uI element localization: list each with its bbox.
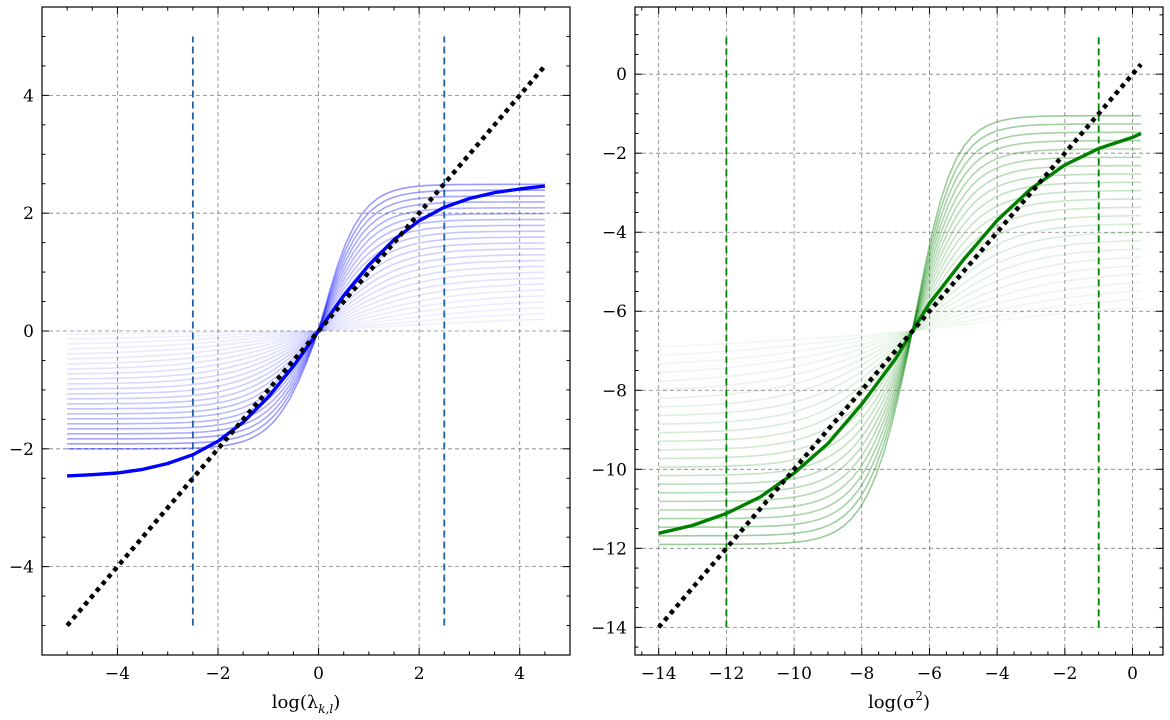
trajectory-band xyxy=(658,114,1142,546)
trajectory-line xyxy=(658,281,1142,374)
trajectory-line xyxy=(67,277,545,370)
trajectory-line xyxy=(67,259,545,385)
trajectory-line xyxy=(67,207,545,430)
x-axis-label: log(λk,l) xyxy=(272,692,341,716)
trajectory-line xyxy=(658,123,1141,537)
trajectory-line xyxy=(658,173,1141,486)
trajectory-line xyxy=(658,181,1141,477)
left-subplot: −4 −2 0 2 4 −4 −2 0 2 4 log(λk,l) xyxy=(9,6,571,716)
trajectory-line xyxy=(658,231,1142,425)
y-tick-label: 2 xyxy=(23,204,34,224)
trajectory-line xyxy=(658,223,1142,434)
x-tick-label: 2 xyxy=(414,664,425,684)
x-tick-label: 0 xyxy=(313,664,324,684)
trajectory-line xyxy=(67,195,545,440)
y-tick-label: −2 xyxy=(602,144,627,164)
trajectory-line xyxy=(658,156,1141,503)
trajectory-line xyxy=(658,248,1142,408)
x-tick-label: −8 xyxy=(849,664,874,684)
trajectory-line xyxy=(67,212,545,425)
y-tick-label: −6 xyxy=(602,302,627,322)
trajectory-line xyxy=(67,183,545,450)
y-tick-label: 4 xyxy=(23,86,34,106)
x-tick-label: −12 xyxy=(708,664,744,684)
right-subplot: −14 −12 −10 −8 −6 −4 −2 0 −14 −12 −10 −8 −6 −4 −2 0 log(… xyxy=(591,6,1164,713)
trajectory-line xyxy=(67,189,545,445)
trajectory-band xyxy=(67,183,545,450)
grid xyxy=(635,7,1163,655)
x-tick-label: −2 xyxy=(1052,664,1077,684)
x-tick-label: −6 xyxy=(917,664,942,684)
y-tick-label: 0 xyxy=(616,65,627,85)
y-tick-label: 0 xyxy=(23,322,34,342)
trajectory-line xyxy=(67,201,545,435)
x-tick-label: −10 xyxy=(776,664,812,684)
trajectory-line xyxy=(658,298,1142,357)
trajectory-line xyxy=(658,164,1141,494)
y-tick-label: −14 xyxy=(591,618,627,638)
trajectory-line xyxy=(658,148,1141,511)
identity-line xyxy=(65,64,547,628)
x-tick-label: −4 xyxy=(985,664,1010,684)
trajectory-line xyxy=(658,214,1142,443)
y-tick-label: −4 xyxy=(602,223,627,243)
trajectory-line xyxy=(658,264,1142,391)
trajectory-line xyxy=(67,283,545,365)
y-tick-label: −8 xyxy=(602,381,627,401)
x-tick-label: −14 xyxy=(641,664,677,684)
trajectory-line xyxy=(658,239,1142,417)
x-tick-label: 0 xyxy=(1127,664,1138,684)
trajectory-line xyxy=(67,312,545,340)
trajectory-line xyxy=(658,289,1142,365)
ticks xyxy=(635,7,1163,655)
axes-frame xyxy=(634,6,1164,656)
trajectory-line xyxy=(658,273,1142,382)
trajectory-line xyxy=(67,271,545,375)
trajectory-line xyxy=(658,131,1141,529)
grid xyxy=(42,7,570,655)
trajectory-line xyxy=(67,236,545,405)
x-tick-label: −2 xyxy=(205,664,230,684)
y-tick-label: −10 xyxy=(591,460,627,480)
trajectory-line xyxy=(67,253,545,390)
trajectory-line xyxy=(658,139,1141,520)
trajectory-line xyxy=(658,198,1141,460)
trajectory-line xyxy=(658,306,1142,348)
identity-line xyxy=(656,62,1143,629)
y-tick-label: −2 xyxy=(9,440,34,460)
trajectory-line xyxy=(658,189,1142,468)
trajectory-line xyxy=(67,265,545,380)
trajectory-line xyxy=(67,224,545,415)
trajectory-line xyxy=(67,242,545,400)
trajectory-line xyxy=(658,114,1141,546)
trajectory-line xyxy=(67,300,545,350)
y-tick-label: −4 xyxy=(9,558,34,578)
x-tick-label: 4 xyxy=(514,664,525,684)
trajectory-line xyxy=(67,295,545,355)
ticks xyxy=(41,6,571,656)
trajectory-line xyxy=(67,248,545,395)
trajectory-line xyxy=(67,289,545,360)
trajectory-line xyxy=(67,318,545,335)
trajectory-line xyxy=(658,256,1142,400)
x-tick-label: −4 xyxy=(105,664,130,684)
trajectory-line xyxy=(67,306,545,345)
mean-curve xyxy=(67,184,546,478)
trajectory-line xyxy=(658,206,1142,451)
y-tick-label: −12 xyxy=(591,539,627,559)
x-axis-label: log(σ2) xyxy=(868,689,930,713)
